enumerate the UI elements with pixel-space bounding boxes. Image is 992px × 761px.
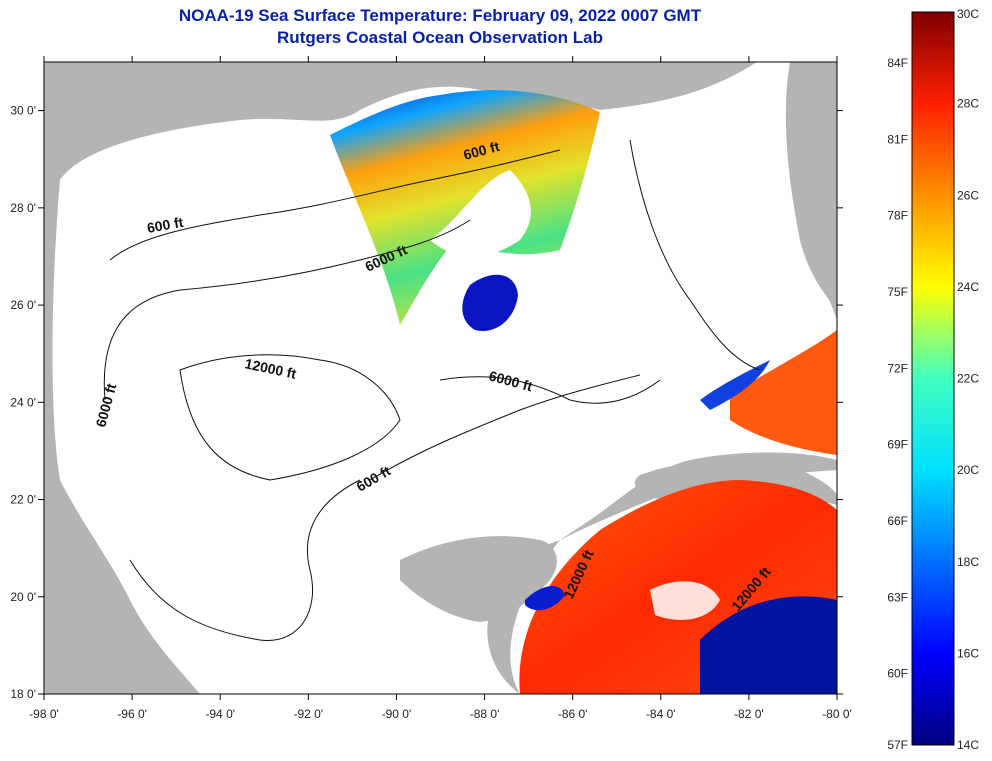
y-axis: 18 0' 20 0' 22 0' 24 0' 26 0' 28 0' 30 0' bbox=[10, 104, 843, 701]
contour-florida-shelf bbox=[629, 139, 761, 371]
contour-600ft-yucatan bbox=[369, 374, 641, 481]
contour-6000ft-east bbox=[439, 376, 661, 404]
contour-6000ft-outer bbox=[103, 219, 471, 401]
map-subtitle: Rutgers Coastal Ocean Observation Lab bbox=[277, 28, 603, 47]
map-plot-area: 600 ft 600 ft 6000 ft 600 ft 6000 ft 120… bbox=[44, 62, 837, 694]
y-tick-label: 26 0' bbox=[10, 298, 36, 312]
cloud-gap bbox=[430, 170, 531, 257]
florida-land bbox=[700, 62, 837, 320]
yucatan-land bbox=[400, 536, 557, 622]
colorbar-fahrenheit-label: 60F bbox=[887, 667, 908, 681]
y-tick-label: 30 0' bbox=[10, 104, 36, 118]
colorbar-fahrenheit-label: 84F bbox=[887, 56, 908, 70]
x-tick-label: -82 0' bbox=[734, 707, 764, 721]
x-tick-label: -88 0' bbox=[470, 707, 500, 721]
cold-patch bbox=[462, 274, 518, 331]
y-tick-label: 24 0' bbox=[10, 395, 36, 409]
contour-6000ft-south bbox=[129, 479, 361, 641]
gulf-ocean bbox=[52, 62, 837, 694]
contour-label: 600 ft bbox=[146, 214, 185, 236]
y-tick-label: 22 0' bbox=[10, 493, 36, 507]
colorbar-fahrenheit-label: 63F bbox=[887, 590, 908, 604]
x-tick-label: -90 0' bbox=[382, 707, 412, 721]
x-tick-label: -98 0' bbox=[29, 707, 59, 721]
x-tick-label: -84 0' bbox=[646, 707, 676, 721]
colorbar-fahrenheit-label: 78F bbox=[887, 209, 908, 223]
map-title: NOAA-19 Sea Surface Temperature: Februar… bbox=[178, 6, 702, 25]
y-tick-label: 28 0' bbox=[10, 201, 36, 215]
colorbar-fahrenheit-labels: 84F 81F 78F 75F 72F 69F 66F 63F 60F 57F bbox=[887, 56, 908, 752]
sst-cold-se bbox=[700, 596, 837, 694]
colorbar-fahrenheit-label: 57F bbox=[887, 738, 908, 752]
colorbar-fahrenheit-label: 72F bbox=[887, 361, 908, 375]
colorbar-fahrenheit-label: 75F bbox=[887, 285, 908, 299]
y-tick-label: 18 0' bbox=[10, 687, 36, 701]
x-tick-label: -80 0' bbox=[822, 707, 852, 721]
sst-cloud-se bbox=[650, 581, 720, 620]
colorbar-celsius-label: 30C bbox=[957, 7, 979, 21]
y-tick-label: 20 0' bbox=[10, 590, 36, 604]
contour-600ft bbox=[109, 149, 561, 261]
colorbar-celsius-label: 18C bbox=[957, 555, 979, 569]
plot-frame bbox=[43, 61, 838, 695]
x-tick-label: -94 0' bbox=[205, 707, 235, 721]
sst-cold-west bbox=[525, 585, 565, 611]
x-axis: -98 0' -96 0' -94 0' -92 0' -90 0' -88 0' -86 … bbox=[29, 56, 852, 721]
sst-blue-keys bbox=[700, 360, 770, 410]
x-tick-label: -92 0' bbox=[294, 707, 324, 721]
contour-12000ft bbox=[179, 354, 401, 481]
colorbar-celsius-label: 26C bbox=[957, 188, 979, 202]
colorbar-celsius-labels: 30C 28C 26C 24C 22C 20C 18C 16C 14C bbox=[957, 7, 979, 752]
sst-warm-keys bbox=[730, 330, 837, 455]
colorbar-celsius-label: 20C bbox=[957, 463, 979, 477]
colorbar-fahrenheit-label: 81F bbox=[887, 132, 908, 146]
colorbar-celsius-label: 16C bbox=[957, 646, 979, 660]
colorbar-celsius-label: 22C bbox=[957, 372, 979, 386]
colorbar-fahrenheit-label: 69F bbox=[887, 438, 908, 452]
bathymetry-contours bbox=[103, 139, 761, 641]
colorbar-fahrenheit-label: 66F bbox=[887, 514, 908, 528]
x-tick-label: -86 0' bbox=[558, 707, 588, 721]
colorbar-celsius-label: 24C bbox=[957, 280, 979, 294]
x-tick-label: -96 0' bbox=[117, 707, 147, 721]
colorbar-ramp bbox=[911, 11, 955, 746]
colorbar-celsius-label: 28C bbox=[957, 97, 979, 111]
colorbar-celsius-label: 14C bbox=[957, 738, 979, 752]
